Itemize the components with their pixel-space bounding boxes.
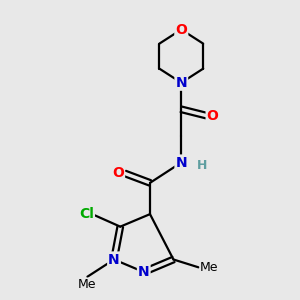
Text: N: N (138, 265, 150, 279)
Text: O: O (112, 167, 124, 181)
Text: N: N (176, 155, 187, 170)
Text: H: H (196, 159, 207, 172)
Text: Cl: Cl (79, 207, 94, 221)
Text: O: O (175, 22, 187, 37)
Text: N: N (108, 253, 120, 266)
Text: O: O (207, 109, 218, 123)
Text: Me: Me (78, 278, 97, 291)
Text: Me: Me (200, 261, 219, 274)
Text: N: N (176, 76, 187, 90)
